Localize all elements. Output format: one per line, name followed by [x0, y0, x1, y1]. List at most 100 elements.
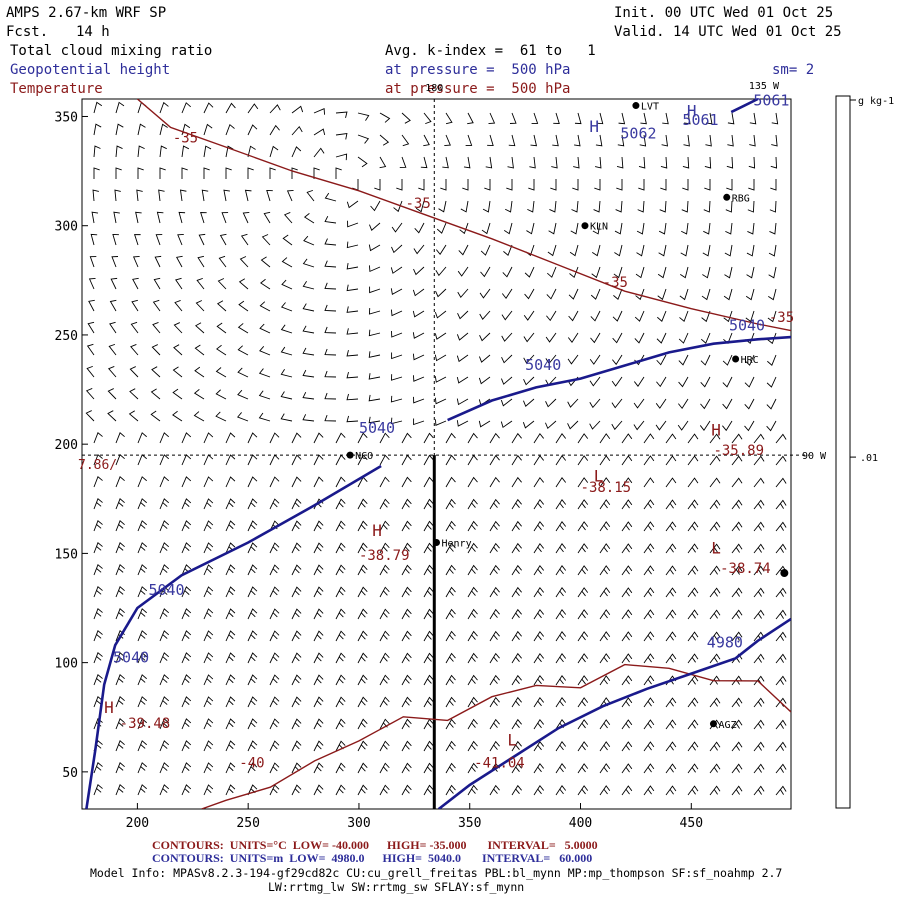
wind-barb: [269, 674, 280, 686]
wind-barb: [704, 156, 712, 169]
x-tick-label: 400: [569, 816, 592, 831]
wind-barb: [401, 608, 412, 620]
wind-barb: [225, 740, 236, 752]
wind-barb: [662, 112, 669, 125]
height-contour: [437, 617, 791, 809]
wind-barb: [93, 101, 103, 114]
low-marker: L: [507, 731, 517, 750]
wind-barb: [577, 499, 589, 510]
wind-barb: [379, 520, 390, 532]
wind-barb: [391, 330, 403, 338]
wind-barb: [687, 543, 699, 554]
wind-barb: [215, 411, 227, 422]
wind-barb: [555, 587, 567, 598]
wind-barb: [599, 785, 611, 796]
wind-barb: [766, 376, 777, 388]
wind-barb: [705, 134, 712, 147]
wind-barb: [590, 332, 601, 344]
wind-barb: [621, 477, 633, 488]
wind-barb: [523, 376, 535, 386]
wind-barb: [665, 499, 677, 510]
wind-barb: [335, 520, 346, 532]
wind-barb: [753, 653, 765, 664]
wind-barb: [335, 167, 342, 179]
wind-barb: [269, 564, 280, 576]
wind-barb: [753, 763, 765, 774]
wind-barb: [399, 156, 407, 168]
wind-barb: [181, 740, 192, 752]
wind-barb: [577, 455, 589, 466]
wind-barb: [611, 376, 623, 387]
wind-barb: [700, 376, 711, 388]
wind-barb: [599, 653, 611, 664]
wind-barb: [172, 366, 183, 378]
wind-barb: [611, 420, 623, 431]
wind-barb: [709, 477, 721, 488]
wind-barb: [731, 587, 743, 598]
wind-barb: [313, 674, 324, 686]
station-dot: [723, 193, 731, 201]
wind-barb: [313, 432, 324, 444]
wind-barb: [746, 244, 755, 257]
wind-barb: [286, 189, 294, 202]
wind-barb: [115, 762, 125, 774]
wind-barb: [150, 388, 161, 400]
wind-barb: [115, 101, 125, 114]
wind-barb: [173, 322, 183, 334]
wind-barb: [445, 112, 453, 125]
wind-barb: [93, 629, 103, 642]
wind-barb: [379, 762, 390, 774]
temperature-label: -35: [173, 131, 198, 147]
wind-barb: [775, 719, 787, 730]
wind-barb: [357, 718, 368, 730]
wind-barb: [766, 398, 777, 410]
wind-barb: [291, 586, 302, 598]
station-dot: [632, 102, 640, 110]
wind-barb: [172, 388, 183, 400]
wind-barb: [137, 498, 147, 510]
wind-barb: [567, 332, 579, 343]
wind-barb: [137, 454, 147, 466]
wind-barb: [239, 256, 249, 268]
wind-barb: [511, 542, 522, 554]
wind-barb: [324, 304, 337, 312]
model-info-2: LW:rrtmg_lw SW:rrtmg_sw SFLAY:sf_mynn: [268, 880, 525, 894]
wind-barb: [709, 653, 721, 664]
longitude-180-label: 180: [425, 83, 443, 94]
wind-barb: [456, 420, 469, 427]
wind-barb: [181, 652, 192, 664]
wind-barb: [621, 697, 633, 708]
wind-barb: [401, 432, 412, 444]
wind-barb: [749, 134, 756, 147]
wind-barb: [747, 222, 755, 235]
temperature-label: -35: [405, 196, 430, 212]
wind-barb: [753, 719, 765, 730]
colorbar-tick-label: .01: [860, 453, 878, 464]
temperature-label: -38.15: [581, 480, 632, 496]
wind-barb: [621, 631, 633, 642]
wind-barb: [769, 222, 777, 235]
wind-barb: [423, 476, 434, 488]
wind-barb: [379, 586, 390, 598]
wind-barb: [247, 145, 256, 158]
wind-barb: [423, 718, 434, 730]
wind-barb: [665, 543, 677, 554]
wind-barb: [225, 696, 236, 708]
wind-barb: [198, 233, 206, 246]
height-label: 5040: [525, 356, 561, 374]
wind-barb: [324, 370, 337, 378]
wind-barb: [592, 222, 601, 235]
wind-barb: [511, 564, 522, 576]
wind-barb: [612, 332, 623, 344]
wind-barb: [87, 321, 95, 334]
wind-barb: [223, 189, 230, 202]
wind-barb: [436, 244, 447, 256]
wind-barb: [709, 763, 721, 774]
wind-barb: [423, 454, 434, 466]
wind-barb: [643, 631, 655, 642]
wind-barb: [88, 299, 95, 312]
wind-barb: [487, 134, 494, 147]
wind-barb: [639, 134, 647, 147]
wind-barb: [599, 675, 611, 686]
x-tick-label: 200: [126, 816, 149, 831]
